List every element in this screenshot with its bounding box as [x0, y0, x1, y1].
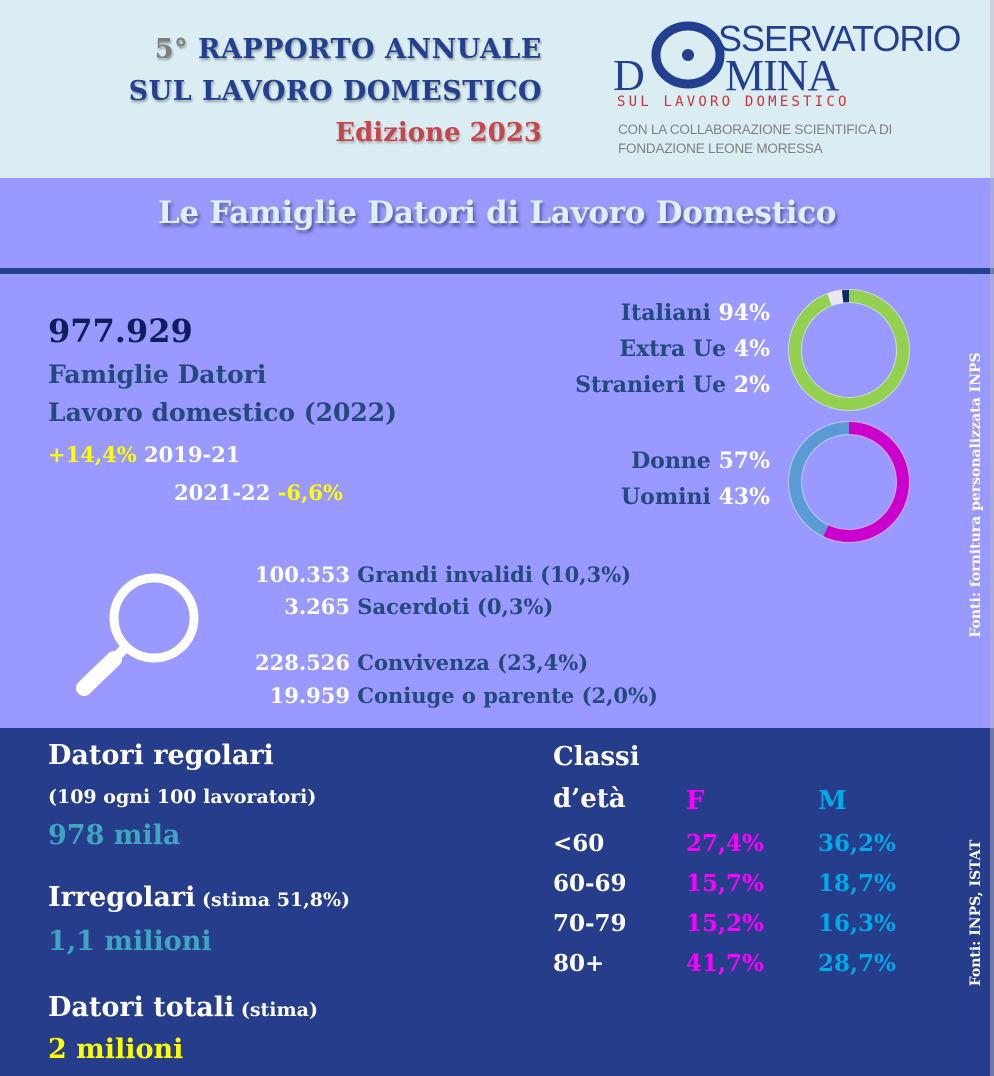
trend2-period: 2021-22 — [174, 480, 278, 505]
subgroup-grandi-invalidi: 100.353 Grandi invalidi (10,3%) — [255, 562, 632, 587]
trend1-pct: +14,4% — [48, 442, 137, 467]
age-title-line2: d’età — [553, 784, 626, 814]
age-row-m: 28,7% — [818, 950, 896, 977]
right-edge — [990, 0, 994, 1076]
subgroup-convivenza: 228.526 Convivenza (23,4%) — [255, 650, 589, 675]
report-title-line2: SUL LAVORO DOMESTICO — [128, 76, 542, 107]
section-title-band — [0, 178, 994, 270]
source-top: Fonti: fornitura personalizzata INPS — [968, 352, 984, 638]
report-title-line1: 5° RAPPORTO ANNUALE — [154, 34, 542, 65]
legend-uomini: Uomini 43% — [620, 484, 770, 510]
trend-2019-21: +14,4% 2019-21 — [48, 442, 240, 467]
age-row-label: 80+ — [553, 950, 605, 977]
employers-section — [0, 728, 994, 1076]
total-employers: Datori totali (stima) — [48, 992, 318, 1023]
donut-segment — [788, 289, 910, 411]
logo-osservatorio: SSERVATORIO — [718, 18, 961, 59]
age-row-f: 27,4% — [686, 830, 764, 857]
trend1-period: 2019-21 — [136, 442, 241, 467]
logo-mina: MINA — [725, 51, 839, 100]
age-row-m: 16,3% — [818, 910, 896, 937]
logo-collab-line1: CON LA COLLABORAZIONE SCIENTIFICA DI — [618, 122, 893, 137]
legend-donne: Donne 57% — [631, 448, 770, 474]
subgroup-coniuge-parente: 19.959 Coniuge o parente (2,0%) — [269, 683, 658, 708]
age-row-label: 60-69 — [553, 870, 627, 897]
logo-subtitle: SUL LAVORO DOMESTICO — [617, 94, 850, 110]
age-row-f: 41,7% — [686, 950, 764, 977]
irregular-employers: Irregolari (stima 51,8%) — [48, 882, 351, 913]
age-row-label: <60 — [553, 830, 605, 857]
logo-eye-icon — [651, 21, 725, 89]
age-row-m: 36,2% — [818, 830, 896, 857]
edition-number: 5° — [154, 34, 189, 65]
legend-stranieri-ue: Stranieri Ue 2% — [575, 372, 770, 398]
regular-employers-sub: (109 ogni 100 lavoratori) — [48, 786, 317, 808]
gender-donut-chart — [788, 421, 910, 543]
families-label-line1: Famiglie Datori — [48, 360, 267, 389]
logo-collab-line2: FONDAZIONE LEONE MORESSA — [618, 141, 823, 156]
edition-year: Edizione 2023 — [335, 118, 542, 148]
section-divider — [0, 268, 994, 274]
legend-italiani: Italiani 94% — [620, 300, 770, 326]
magnifier-icon — [76, 573, 199, 696]
regular-employers-title: Datori regolari — [48, 740, 274, 771]
irregular-employers-value: 1,1 milioni — [48, 926, 212, 957]
trend2-pct: -6,6% — [277, 480, 343, 505]
subgroup-sacerdoti: 3.265 Sacerdoti (0,3%) — [284, 594, 554, 619]
report-header: 5° RAPPORTO ANNUALE SUL LAVORO DOMESTICO… — [0, 0, 994, 178]
age-row-f: 15,7% — [686, 870, 764, 897]
section-title: Le Famiglie Datori di Lavoro Domestico — [157, 195, 837, 231]
total-employers-value: 2 milioni — [48, 1034, 184, 1065]
legend-extra-ue: Extra Ue 4% — [619, 336, 770, 362]
source-bottom: Fonti: INPS, ISTAT — [968, 839, 984, 987]
regular-employers-value: 978 mila — [48, 820, 181, 851]
nationality-donut-chart — [788, 289, 910, 411]
age-row-f: 15,2% — [686, 910, 764, 937]
families-total: 977.929 — [48, 312, 193, 350]
logo-d: D — [613, 51, 645, 100]
age-col-m: M — [818, 786, 847, 816]
families-label-line2: Lavoro domestico (2022) — [48, 398, 397, 427]
trend-2021-22: 2021-22 -6,6% — [174, 480, 343, 505]
donut-segment — [788, 421, 910, 543]
age-title-line1: Classi — [553, 742, 640, 772]
age-col-f: F — [686, 786, 705, 816]
donut-segment — [788, 289, 910, 411]
age-row-label: 70-79 — [553, 910, 627, 937]
age-row-m: 18,7% — [818, 870, 896, 897]
